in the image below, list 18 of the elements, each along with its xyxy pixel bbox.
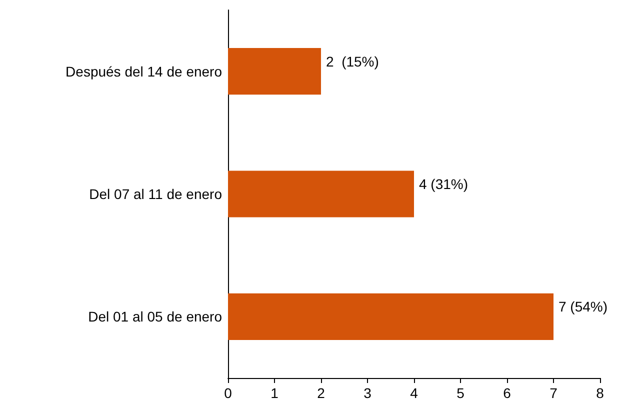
data-label: 7 (54%) xyxy=(558,298,608,315)
data-label: 2 (15%) xyxy=(326,53,379,70)
y-tick-label: Del 07 al 11 de enero xyxy=(89,186,222,202)
y-tick-label: Después del 14 de enero xyxy=(66,63,222,80)
x-tick-label: 0 xyxy=(224,385,232,401)
bar xyxy=(228,48,321,95)
x-tick-label: 2 xyxy=(317,385,326,401)
x-tick-label: 5 xyxy=(456,385,465,401)
bar xyxy=(228,170,414,218)
x-tick-label: 6 xyxy=(503,385,512,401)
y-tick-label: Del 01 al 05 de enero xyxy=(88,308,222,325)
x-tick-label: 1 xyxy=(270,385,279,401)
bar xyxy=(228,293,554,340)
x-tick-label: 8 xyxy=(596,385,604,401)
x-tick-label: 3 xyxy=(364,385,372,401)
data-label: 4 (31%) xyxy=(419,176,468,192)
x-tick-label: 7 xyxy=(550,385,558,401)
x-tick-label: 4 xyxy=(410,385,418,401)
